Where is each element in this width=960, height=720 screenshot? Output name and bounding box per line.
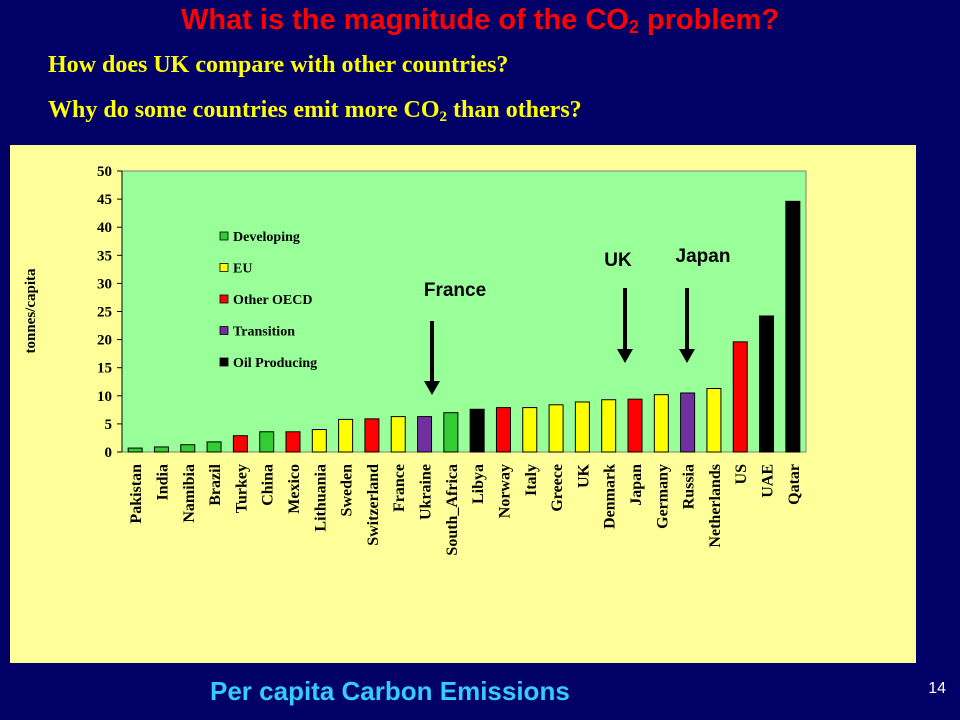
annotation-arrow-head [617, 349, 633, 363]
bar-norway [495, 407, 511, 453]
question-why-emit: Why do some countries emit more CO2 than… [48, 97, 582, 125]
y-tick-label: 20 [97, 333, 112, 349]
bar-brazil [206, 441, 222, 453]
bar-greece [548, 404, 564, 453]
annotation-arrow-head [679, 349, 695, 363]
y-tick-label: 30 [97, 276, 112, 292]
legend-label: Transition [233, 325, 295, 340]
bar-uk [574, 401, 590, 453]
bar-pakistan [127, 447, 143, 453]
x-tick-label: Switzerland [365, 464, 382, 546]
x-tick-label: Russia [681, 464, 698, 509]
slide-title: What is the magnitude of the CO2 problem… [180, 4, 780, 37]
y-tick-label: 5 [105, 417, 113, 433]
bar-switzerland [364, 418, 380, 453]
bar-turkey [232, 435, 248, 453]
page-number: 14 [928, 680, 946, 697]
legend-swatch [219, 326, 229, 335]
x-tick-label: Germany [654, 464, 671, 529]
chart-svg: tonnes/capita 0 5 10 15 20 25 30 35 40 45 50 Pakis… [23, 164, 807, 556]
x-tick-label: Lithuania [312, 464, 329, 532]
annotation-label: Japan [676, 246, 731, 267]
x-tick-label: Qatar [786, 464, 803, 505]
bar-japan [627, 398, 643, 453]
x-tick-label: UK [575, 463, 592, 488]
y-tick-label: 15 [97, 361, 112, 377]
bar-south-africa [443, 412, 459, 453]
x-tick-label: Sweden [339, 464, 356, 517]
annotation-label: France [424, 280, 486, 301]
legend-label: Other OECD [233, 293, 312, 308]
x-tick-label: UAE [760, 464, 777, 498]
x-tick-label: Norway [496, 464, 513, 518]
bar-france [390, 416, 406, 453]
x-tick-label: US [733, 464, 750, 485]
y-axis-label: tonnes/capita [23, 268, 39, 354]
x-tick-label: Turkey [233, 464, 250, 513]
bar-us [732, 341, 748, 453]
legend-label: Developing [233, 230, 300, 245]
y-tick-label: 0 [105, 445, 113, 461]
x-tick-label: Italy [523, 464, 540, 496]
bar-ukraine [417, 416, 433, 453]
x-tick-label: Japan [628, 464, 645, 506]
x-tick-label: Namibia [181, 464, 198, 523]
annotation-arrow-head [424, 381, 440, 395]
x-tick-label: Ukraine [418, 464, 435, 520]
y-tick-label: 25 [97, 305, 112, 321]
y-tick-label: 50 [97, 164, 112, 180]
legend-swatch [219, 294, 229, 304]
y-tick-label: 10 [97, 389, 112, 405]
bar-russia [680, 392, 696, 453]
x-tick-label: South_Africa [444, 464, 461, 556]
bar-india [153, 446, 169, 453]
x-tick-label: Libya [470, 464, 487, 504]
bar-netherlands [706, 387, 722, 453]
x-tick-label: Mexico [286, 464, 303, 514]
legend-swatch [219, 263, 229, 272]
x-tick-label: Pakistan [128, 464, 145, 524]
plot-area [121, 170, 807, 453]
x-tick-label: Greece [549, 464, 566, 512]
bar-uae [759, 315, 775, 453]
x-tick-label: India [154, 464, 171, 500]
x-tick-label: France [391, 464, 408, 512]
bar-namibia [180, 444, 196, 453]
question-uk-compare: How does UK compare with other countries… [48, 52, 509, 78]
bar-italy [522, 407, 538, 453]
x-tick-label: Denmark [602, 464, 619, 529]
bar-qatar [785, 200, 801, 453]
bar-mexico [285, 431, 301, 453]
bar-sweden [338, 418, 354, 453]
y-tick-label: 45 [97, 192, 112, 208]
x-tick-label: Netherlands [707, 464, 724, 548]
footer-caption: Per capita Carbon Emissions [210, 676, 570, 706]
x-tick-label: China [260, 464, 277, 506]
legend-label: EU [233, 262, 252, 277]
annotation-label: UK [604, 250, 632, 271]
bar-lithuania [311, 429, 327, 453]
x-tick-label: Brazil [207, 463, 224, 505]
legend-label: Oil Producing [233, 356, 317, 371]
bar-germany [653, 394, 669, 453]
y-tick-label: 40 [97, 220, 112, 236]
bar-china [259, 431, 275, 453]
legend-swatch [219, 357, 229, 367]
y-tick-label: 35 [97, 248, 112, 264]
chart-panel: tonnes/capita 0 5 10 15 20 25 30 35 40 45 50 Pakis… [10, 145, 916, 663]
bar-libya [469, 408, 485, 453]
legend-swatch [219, 231, 229, 241]
bar-denmark [601, 399, 617, 453]
